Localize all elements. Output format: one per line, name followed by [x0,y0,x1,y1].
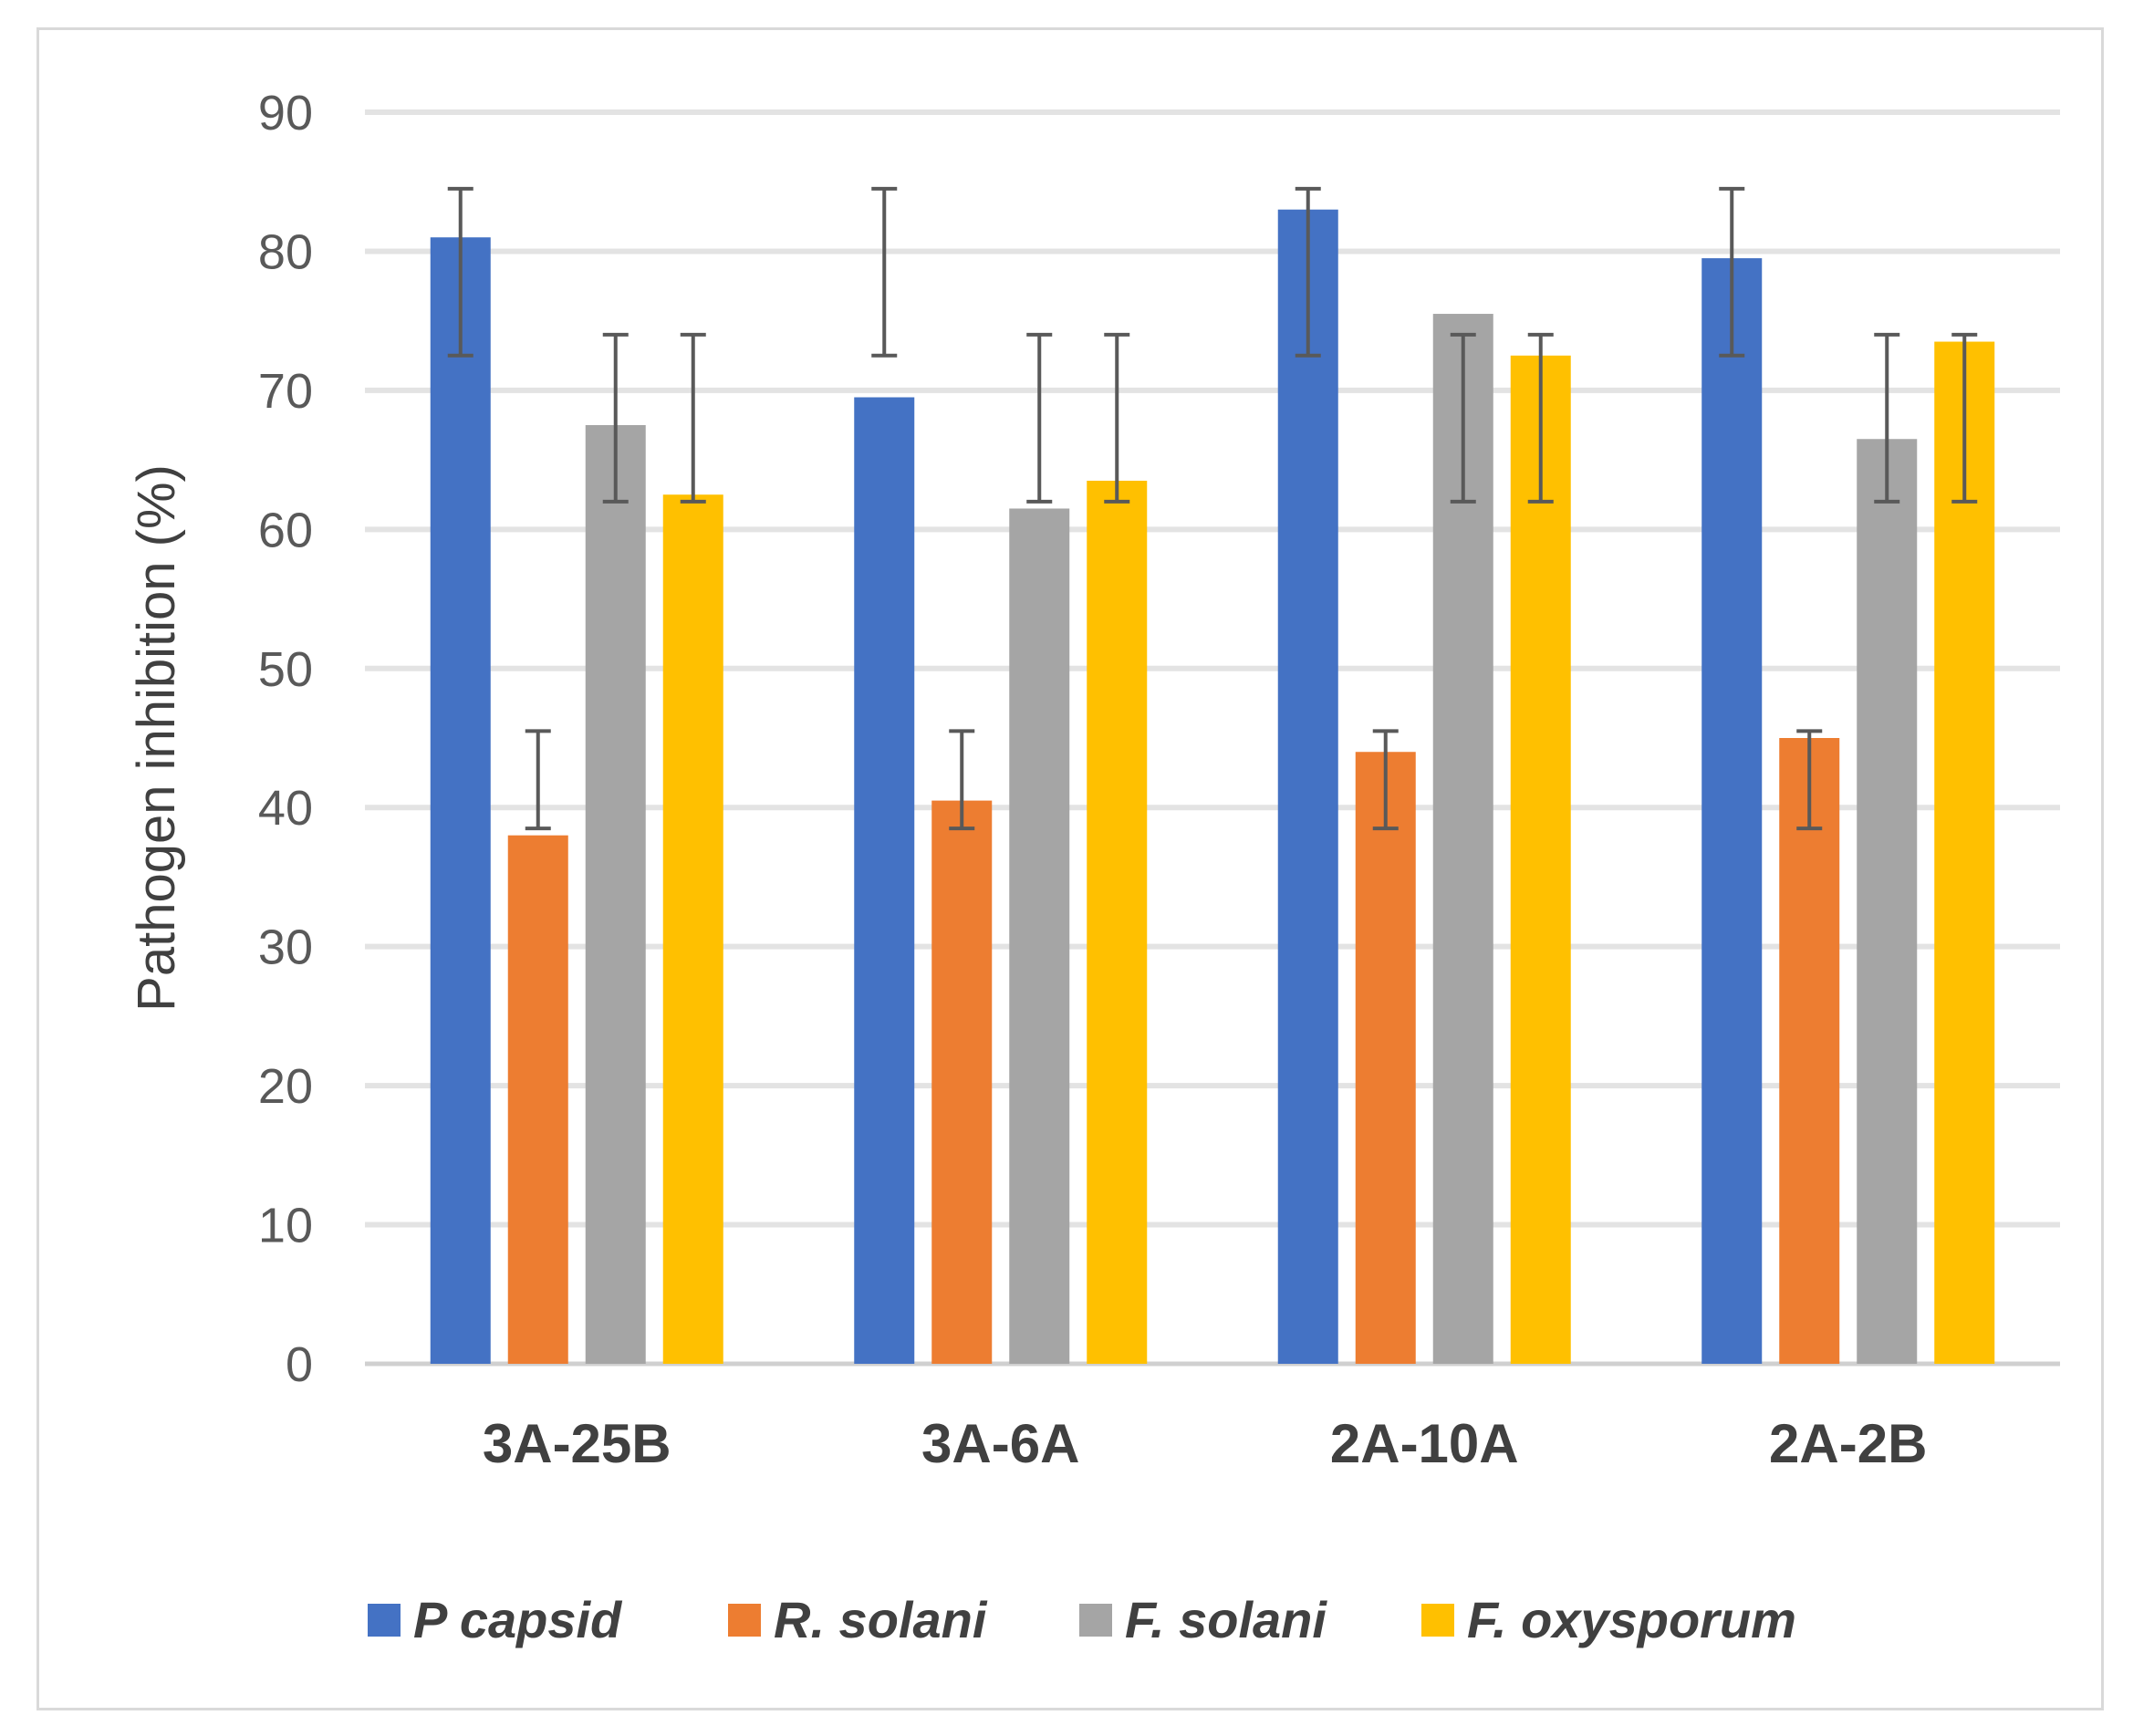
y-tick-label: 30 [258,920,313,975]
bar [1857,439,1918,1364]
bar [1779,738,1840,1364]
legend-swatch [728,1604,761,1637]
gridlines [365,109,2060,1367]
bar [1510,355,1571,1364]
bar [854,397,915,1364]
x-category-label: 2A-10A [1330,1413,1519,1474]
y-tick-label: 10 [258,1199,313,1253]
bar [931,800,993,1364]
chart-frame: 0 10 20 30 40 50 60 70 80 90 3A-25B 3A-6A 2A-10A 2A-… [36,27,2104,1710]
category-labels: 3A-25B 3A-6A 2A-10A 2A-2B [483,1413,1928,1474]
bar [1087,480,1148,1364]
legend-swatch [1421,1604,1454,1637]
bar [1009,508,1070,1364]
bar [1701,258,1763,1364]
y-tick-label: 50 [258,642,313,697]
y-tick-label: 40 [258,781,313,836]
y-tick-label: 60 [258,503,313,557]
bar [507,835,568,1364]
chart-svg: 0 10 20 30 40 50 60 70 80 90 3A-25B 3A-6A 2A-10A 2A-… [127,86,2060,1648]
x-category-label: 3A-6A [921,1413,1079,1474]
legend-label: R. solani [774,1591,988,1648]
legend: P capsid R. solani F. solani F. oxysporum [368,1591,1796,1648]
bar [430,237,491,1365]
y-tick-label: 80 [258,224,313,279]
y-tick-labels: 0 10 20 30 40 50 60 70 80 90 [258,86,313,1392]
legend-swatch [368,1604,401,1637]
legend-label: F. solani [1125,1591,1327,1648]
y-tick-label: 70 [258,364,313,419]
bar [662,494,723,1364]
bar [1277,209,1338,1365]
legend-label: F. oxysporum [1467,1591,1796,1648]
error-bars [447,186,1978,831]
y-tick-label: 90 [258,86,313,140]
y-tick-label: 0 [286,1337,313,1392]
x-category-label: 2A-2B [1769,1413,1927,1474]
bars [430,209,1995,1365]
legend-label: P capsid [413,1591,623,1648]
bar [1355,752,1416,1364]
x-category-label: 3A-25B [483,1413,671,1474]
y-axis-title: Pathogen inhibition (%) [127,464,186,1012]
bar [1934,341,1995,1364]
y-tick-label: 20 [258,1059,313,1114]
legend-swatch [1079,1604,1112,1637]
bar [585,425,646,1364]
